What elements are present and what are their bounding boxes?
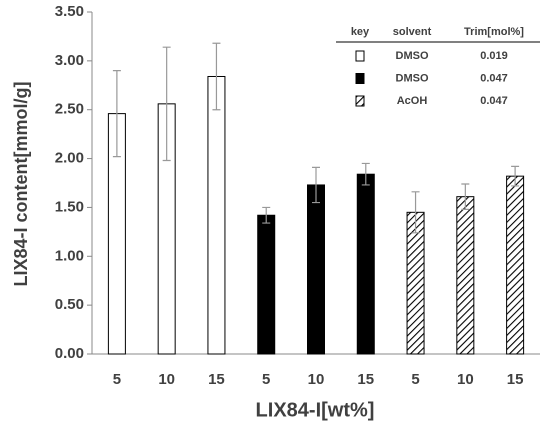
bar [356,173,375,355]
y-tick-label: 1.50 [55,198,84,215]
error-bar [212,42,221,111]
legend-swatch [355,50,365,62]
legend-box [335,21,541,119]
y-tick-label: 3.00 [55,52,84,69]
legend-header: Trim[mol%] [464,26,524,38]
error-bar [162,46,171,162]
legend-label: AcOH [397,95,428,107]
y-tick-label: 1.00 [55,247,84,264]
legend-trim: 0.047 [480,95,508,107]
error-bar [361,162,370,186]
legend-header: key [351,26,370,38]
bar [207,75,226,355]
y-tick-label: 2.00 [55,150,84,167]
legend-trim: 0.019 [480,50,508,62]
error-bar [461,183,470,210]
x-tick-label: 10 [457,371,474,388]
x-tick-label: 5 [262,371,270,388]
y-tick-label: 2.50 [55,101,84,118]
x-tick-label: 10 [158,371,175,388]
x-tick-label: 15 [357,371,374,388]
legend-header: solvent [393,26,432,38]
y-tick-label: 3.50 [55,3,84,20]
x-tick-label: 10 [308,371,325,388]
bar [257,214,276,355]
x-tick-label: 15 [507,371,524,388]
x-tick-label: 5 [113,371,121,388]
error-bar [112,70,121,158]
y-tick-label: 0.00 [55,345,84,362]
bar [406,211,425,355]
error-bar [411,191,420,234]
error-bar [262,206,271,224]
legend-swatch [355,73,365,84]
legend-label: DMSO [396,72,429,84]
legend-trim: 0.047 [480,72,508,84]
error-bar [511,165,520,187]
x-tick-label: 5 [411,371,419,388]
bar [307,184,325,355]
bar [456,196,475,355]
y-tick-label: 0.50 [55,296,84,313]
legend-swatch [355,95,365,107]
legend-label: DMSO [396,50,429,62]
y-axis-title: LIX84-I content[mmol/g] [11,81,31,286]
x-axis-title: LIX84-I[wt%] [256,399,375,421]
error-bar [312,166,320,204]
x-tick-label: 15 [208,371,225,388]
bar [506,175,525,355]
